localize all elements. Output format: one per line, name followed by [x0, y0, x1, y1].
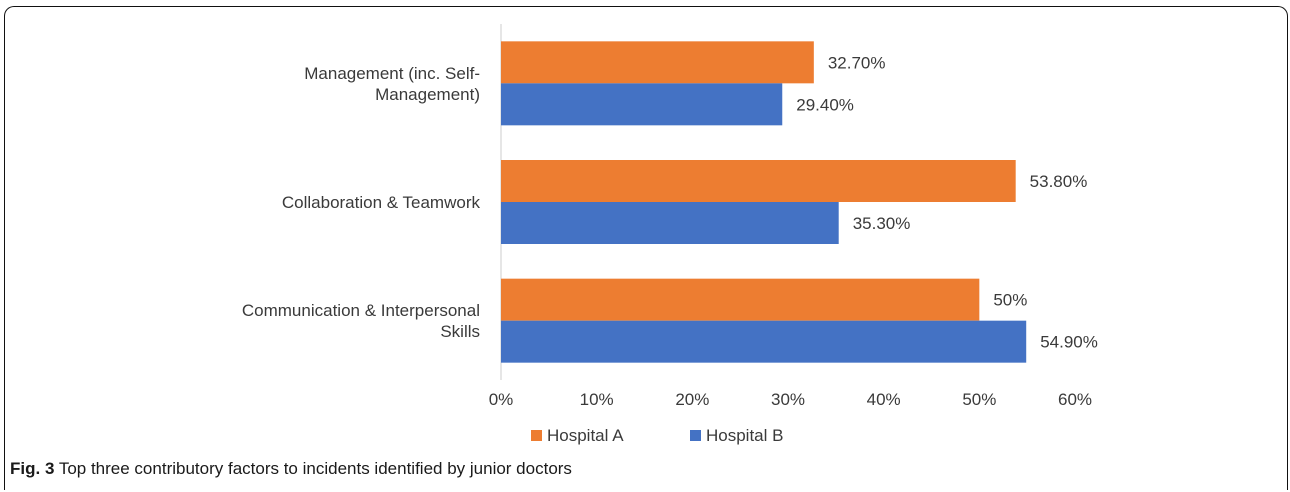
caption-label: Fig. 3: [10, 459, 55, 478]
data-label: 35.30%: [853, 214, 911, 233]
caption-text: Top three contributory factors to incide…: [58, 459, 572, 478]
data-label: 29.40%: [796, 95, 854, 114]
bar-hospital-a-0: [501, 41, 814, 84]
data-label: 50%: [993, 291, 1027, 310]
category-label: Skills: [440, 322, 480, 341]
x-tick-label: 0%: [489, 390, 514, 409]
legend-item-hospital-b: Hospital B: [706, 426, 783, 445]
data-label: 53.80%: [1030, 172, 1088, 191]
x-tick-label: 60%: [1058, 390, 1092, 409]
figure-caption: Fig. 3 Top three contributory factors to…: [10, 459, 572, 479]
x-tick-label: 20%: [675, 390, 709, 409]
legend-swatch: [690, 430, 701, 441]
legend-item-hospital-a: Hospital A: [547, 426, 624, 445]
figure-frame: [4, 6, 1288, 490]
data-label: 54.90%: [1040, 333, 1098, 352]
x-tick-label: 30%: [771, 390, 805, 409]
bar-hospital-a-1: [501, 160, 1016, 202]
category-label: Management (inc. Self-: [304, 64, 480, 83]
bar-hospital-b-0: [501, 83, 783, 126]
category-label: Management): [375, 85, 480, 104]
data-label: 32.70%: [828, 53, 886, 72]
category-label: Communication & Interpersonal: [242, 301, 480, 320]
x-tick-label: 40%: [867, 390, 901, 409]
legend-swatch: [531, 430, 542, 441]
category-label: Collaboration & Teamwork: [282, 193, 481, 212]
bar-hospital-b-2: [501, 320, 1027, 363]
bar-hospital-b-1: [501, 202, 839, 244]
x-tick-label: 50%: [962, 390, 996, 409]
x-tick-label: 10%: [580, 390, 614, 409]
bar-hospital-a-2: [501, 278, 980, 321]
